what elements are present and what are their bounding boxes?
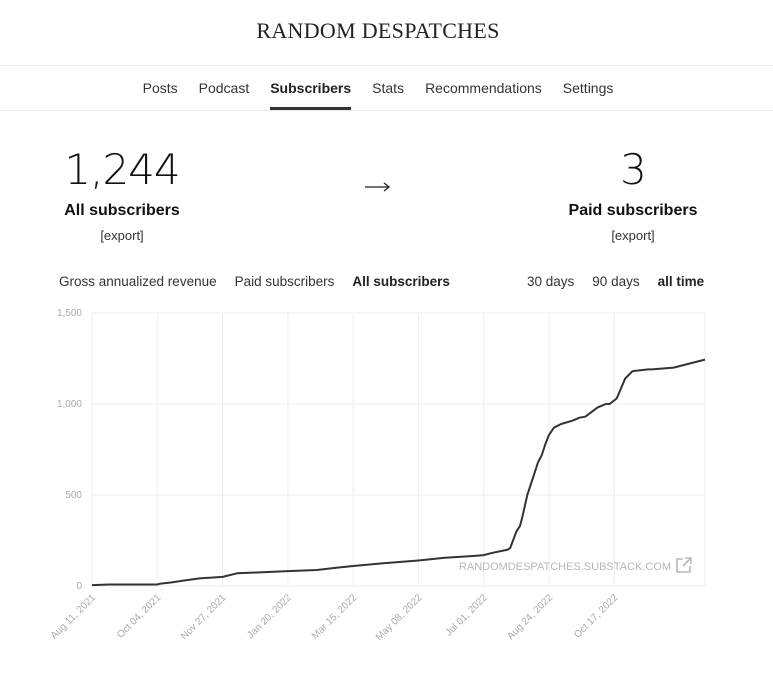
subscriber-chart-svg: 0 500 1,000 1,500 Aug 11, 2021 Oct 04, 2021 No… — [49, 308, 706, 643]
x-tick-label: Oct 04, 2021 — [115, 592, 164, 641]
dashboard-nav: Posts Podcast Subscribers Stats Recommen… — [0, 65, 773, 111]
external-link-icon[interactable] — [676, 557, 692, 573]
y-tick-label: 1,500 — [57, 308, 82, 319]
x-tick-label: Jan 20, 2022 — [245, 592, 294, 641]
paid-subscribers-count: 3 — [620, 145, 647, 194]
y-tick-label: 0 — [76, 581, 82, 592]
metric-filter-group: Gross annualized revenue Paid subscriber… — [59, 274, 450, 289]
x-tick-label: Aug 11, 2021 — [49, 592, 99, 642]
tab-subscribers[interactable]: Subscribers — [270, 66, 351, 110]
x-tick-label: May 08, 2022 — [374, 592, 425, 643]
chart-watermark: RANDOMDESPATCHES.SUBSTACK.COM — [459, 561, 671, 573]
x-tick-label: Oct 17, 2022 — [572, 592, 621, 641]
paid-subscribers-label: Paid subscribers — [568, 202, 698, 219]
all-subscribers-export-link[interactable]: [export] — [100, 228, 144, 243]
tab-podcast[interactable]: Podcast — [198, 80, 250, 96]
tab-recommendations[interactable]: Recommendations — [425, 80, 542, 96]
all-subscribers-stat: 1,244 All subscribers [export] — [52, 145, 192, 244]
range-all-time[interactable]: all time — [657, 274, 705, 289]
range-30-days[interactable]: 30 days — [527, 274, 575, 289]
subscriber-chart: 0 500 1,000 1,500 Aug 11, 2021 Oct 04, 2021 No… — [0, 300, 773, 674]
tab-settings[interactable]: Settings — [562, 80, 614, 96]
tab-stats[interactable]: Stats — [372, 80, 405, 96]
filter-gross-revenue[interactable]: Gross annualized revenue — [59, 274, 217, 289]
subscriber-line — [91, 358, 706, 587]
publication-title: RANDOM DESPATCHES — [256, 18, 500, 43]
x-tick-label: Nov 27, 2021 — [179, 592, 229, 642]
range-90-days[interactable]: 90 days — [592, 274, 640, 289]
all-subscribers-label: All subscribers — [64, 202, 180, 219]
range-filter-group: 30 days 90 days all time — [527, 274, 704, 289]
filter-paid-subscribers[interactable]: Paid subscribers — [234, 274, 335, 289]
all-subscribers-count: 1,244 — [64, 145, 180, 194]
paid-subscribers-stat: 3 Paid subscribers [export] — [563, 145, 703, 244]
filter-all-subscribers[interactable]: All subscribers — [352, 274, 450, 289]
x-tick-label: Mar 15, 2022 — [310, 592, 360, 642]
tab-posts[interactable]: Posts — [142, 80, 178, 96]
y-tick-label: 500 — [65, 490, 82, 501]
x-tick-label: Jul 01, 2022 — [444, 592, 491, 639]
arrow-right-icon — [365, 180, 391, 198]
paid-subscribers-export-link[interactable]: [export] — [611, 228, 655, 243]
x-tick-label: Aug 24, 2022 — [505, 592, 555, 642]
y-tick-label: 1,000 — [57, 399, 82, 410]
